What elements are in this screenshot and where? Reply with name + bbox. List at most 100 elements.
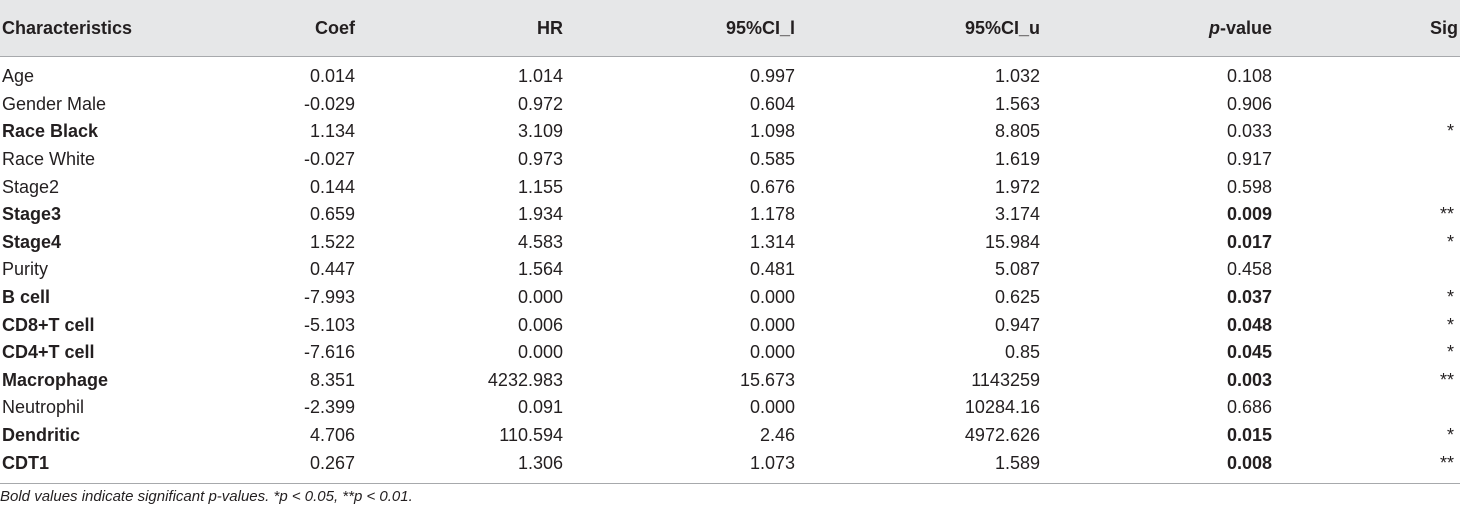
cell-ci-upper: 1.563 (994, 93, 1040, 114)
table-row: Dendritic 4.706 110.594 2.46 4972.626 0.015 * (0, 422, 1460, 450)
cell-hr: 1.564 (517, 259, 563, 280)
cell-characteristic: B cell (2, 287, 51, 308)
cell-characteristic: CD8+T cell (2, 314, 95, 335)
cell-ci-upper: 5.087 (994, 259, 1040, 280)
table-row: Stage4 1.522 4.583 1.314 15.984 0.017 * (0, 229, 1460, 257)
cell-p-value: 0.917 (1226, 149, 1272, 170)
cell-ci-lower: 0.000 (749, 287, 795, 308)
cell-ci-upper: 0.85 (1004, 342, 1040, 363)
cell-sig: * (1446, 425, 1454, 446)
cell-ci-upper: 3.174 (994, 204, 1040, 225)
cell-sig: * (1446, 314, 1454, 335)
cell-ci-lower: 0.585 (749, 149, 795, 170)
cell-p-value: 0.686 (1226, 397, 1272, 418)
cell-sig (1272, 91, 1460, 119)
cell-sig: * (1446, 121, 1454, 142)
header-ci-upper: 95%CI_u (795, 0, 1040, 57)
cell-ci-lower: 0.000 (749, 397, 795, 418)
table-footnote: Bold values indicate significant p-value… (0, 488, 413, 505)
cell-p-value: 0.108 (1226, 66, 1272, 87)
cell-sig: ** (1439, 369, 1454, 390)
cell-characteristic: Dendritic (2, 425, 81, 446)
cell-sig: * (1446, 342, 1454, 363)
cell-p-value: 0.003 (1226, 369, 1272, 390)
cell-ci-upper: 10284.16 (964, 397, 1040, 418)
cell-p-value: 0.037 (1226, 287, 1272, 308)
table-row: Race Black 1.134 3.109 1.098 8.805 0.033 * (0, 118, 1460, 146)
cell-ci-lower: 2.46 (759, 425, 795, 446)
cell-sig (1272, 57, 1460, 91)
cox-regression-table: Characteristics Coef HR 95%CI_l 95%CI_u … (0, 0, 1460, 484)
table-row: Stage3 0.659 1.934 1.178 3.174 0.009 ** (0, 201, 1460, 229)
cell-ci-lower: 0.000 (749, 314, 795, 335)
table-row: CD4+T cell -7.616 0.000 0.000 0.85 0.045 * (0, 339, 1460, 367)
table-row: Neutrophil -2.399 0.091 0.000 10284.16 0.686 (0, 394, 1460, 422)
cell-p-value: 0.017 (1226, 231, 1272, 252)
table-row: Stage2 0.144 1.155 0.676 1.972 0.598 (0, 173, 1460, 201)
cell-p-value: 0.048 (1226, 314, 1272, 335)
cell-hr: 1.014 (517, 66, 563, 87)
cell-coef: -7.616 (303, 342, 355, 363)
cell-coef: 8.351 (309, 369, 355, 390)
cell-coef: 0.447 (309, 259, 355, 280)
cell-hr: 4232.983 (487, 369, 563, 390)
cell-ci-upper: 15.984 (984, 231, 1040, 252)
cell-characteristic: Race Black (2, 121, 99, 142)
cell-ci-upper: 1.619 (994, 149, 1040, 170)
cell-hr: 1.155 (517, 176, 563, 197)
cell-ci-lower: 1.178 (749, 204, 795, 225)
cell-coef: 0.659 (309, 204, 355, 225)
cell-sig: ** (1272, 449, 1460, 484)
cell-sig: * (1446, 231, 1454, 252)
cell-coef: -0.027 (303, 149, 355, 170)
cell-ci-lower: 1.073 (563, 449, 795, 484)
cell-characteristic: Neutrophil (2, 397, 85, 418)
cell-characteristic: CD4+T cell (2, 342, 95, 363)
cell-ci-upper: 4972.626 (964, 425, 1040, 446)
cell-ci-upper: 0.947 (994, 314, 1040, 335)
cell-sig (1272, 173, 1460, 201)
table-row: Purity 0.447 1.564 0.481 5.087 0.458 (0, 256, 1460, 284)
cell-p-value: 0.008 (1040, 449, 1272, 484)
cell-ci-lower: 1.098 (749, 121, 795, 142)
header-hr: HR (355, 0, 563, 57)
cell-coef: -0.029 (303, 93, 355, 114)
cell-hr: 0.000 (517, 342, 563, 363)
cell-coef: 1.134 (309, 121, 355, 142)
header-sig: Sig (1272, 0, 1460, 57)
table-row: CDT1 0.267 1.306 1.073 1.589 0.008 ** (0, 449, 1460, 484)
cell-hr: 3.109 (517, 121, 563, 142)
header-p-suffix: -value (1219, 17, 1272, 38)
cell-coef: 1.522 (309, 231, 355, 252)
results-table-container: Characteristics Coef HR 95%CI_l 95%CI_u … (0, 0, 1460, 484)
cell-coef: -5.103 (303, 314, 355, 335)
cell-coef: 0.144 (309, 176, 355, 197)
cell-characteristic: CDT1 (0, 449, 230, 484)
cell-hr: 0.973 (517, 149, 563, 170)
cell-p-value: 0.906 (1226, 93, 1272, 114)
cell-characteristic: Macrophage (2, 369, 109, 390)
table-row: Age 0.014 1.014 0.997 1.032 0.108 (0, 57, 1460, 91)
cell-characteristic: Stage2 (2, 176, 60, 197)
cell-ci-upper: 8.805 (994, 121, 1040, 142)
cell-hr: 110.594 (499, 425, 563, 446)
cell-hr: 0.972 (517, 93, 563, 114)
cell-hr: 0.000 (517, 287, 563, 308)
cell-sig (1272, 256, 1460, 284)
cell-p-value: 0.033 (1226, 121, 1272, 142)
table-body: Age 0.014 1.014 0.997 1.032 0.108 Gender Male -… (0, 57, 1460, 484)
cell-ci-lower: 0.000 (749, 342, 795, 363)
table-row: Macrophage 8.351 4232.983 15.673 1143259 0.00… (0, 367, 1460, 395)
table-header-row: Characteristics Coef HR 95%CI_l 95%CI_u … (0, 0, 1460, 57)
cell-ci-upper: 1.972 (994, 176, 1040, 197)
cell-coef: -2.399 (303, 397, 355, 418)
table-row: CD8+T cell -5.103 0.006 0.000 0.947 0.048 * (0, 311, 1460, 339)
cell-characteristic: Purity (2, 259, 49, 280)
cell-ci-upper: 0.625 (994, 287, 1040, 308)
cell-ci-lower: 15.673 (739, 369, 795, 390)
cell-hr: 0.091 (517, 397, 563, 418)
cell-coef: 0.014 (309, 66, 355, 87)
cell-coef: 0.267 (230, 449, 355, 484)
cell-ci-lower: 1.314 (749, 231, 795, 252)
cell-characteristic: Stage4 (2, 231, 62, 252)
